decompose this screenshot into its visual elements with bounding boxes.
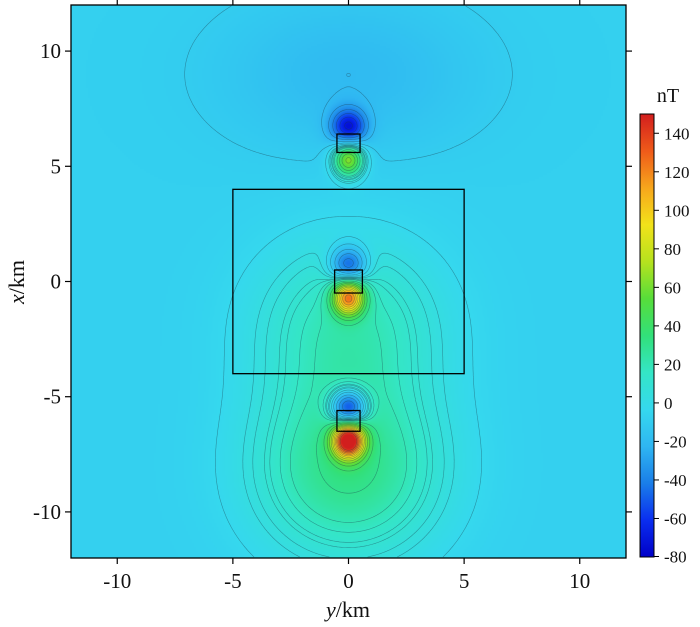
source-center-rect [333, 269, 364, 294]
colorbar-ticks: 140 120 100 80 60 40 20 0 -20 -40 -60 -80 [654, 124, 690, 567]
contour-line [321, 73, 376, 416]
contour-line [264, 145, 433, 548]
colorbar-tick-label: -80 [664, 548, 687, 567]
contour-line [290, 147, 407, 523]
x-tick-label: -10 [103, 569, 131, 593]
y-axis-label: x/km [4, 260, 29, 305]
anomaly-field-heatmap [71, 5, 626, 558]
x-tick-label: -5 [224, 569, 242, 593]
x-tick-labels: -10 -5 0 5 10 [103, 569, 590, 593]
colorbar-tick-label: 20 [664, 355, 681, 374]
survey-area-rect [232, 188, 465, 375]
contour-line [242, 144, 455, 558]
axis-ticks [65, 0, 632, 564]
contour-line [279, 146, 418, 533]
colorbar-label: nT [657, 85, 679, 107]
y-tick-label: 0 [51, 270, 62, 294]
contour-lines [184, 5, 513, 558]
x-tick-label: 5 [459, 569, 470, 593]
x-tick-label: 0 [343, 569, 354, 593]
contour-line [328, 104, 369, 415]
colorbar [639, 113, 655, 558]
contour-line [339, 432, 358, 451]
x-axis-label: y/km [324, 597, 370, 622]
contour-line [332, 287, 365, 460]
contour-line [336, 113, 361, 136]
colorbar-tick-label: -60 [664, 509, 687, 528]
contour-line [184, 5, 513, 418]
colorbar-tick-label: 140 [664, 124, 690, 143]
colorbar-tick-label: 120 [664, 163, 690, 182]
contour-line [330, 285, 367, 462]
colorbar-tick-label: 80 [664, 240, 681, 259]
colorbar-tick-label: 60 [664, 278, 681, 297]
colorbar-tick-label: -20 [664, 432, 687, 451]
x-tick-label: 10 [569, 569, 590, 593]
y-tick-label: -10 [33, 500, 61, 524]
y-tick-labels: 10 5 0 -5 -10 [33, 39, 61, 524]
y-tick-label: 5 [51, 154, 62, 178]
colorbar-tick-label: 100 [664, 201, 690, 220]
contour-line [323, 151, 374, 472]
colorbar-tick-label: 40 [664, 317, 681, 336]
y-tick-label: -5 [44, 385, 62, 409]
colorbar-tick-label: -40 [664, 471, 687, 490]
contour-line [344, 121, 353, 130]
colorbar-tick-label: 0 [664, 394, 673, 413]
source-north-rect [336, 133, 361, 154]
contour-line [339, 116, 358, 134]
contour-line [335, 290, 362, 457]
y-tick-label: 10 [40, 39, 61, 63]
contour-line [269, 146, 428, 543]
contour-line [326, 153, 371, 467]
source-south-rect [336, 409, 361, 432]
source-outlines [232, 133, 465, 432]
